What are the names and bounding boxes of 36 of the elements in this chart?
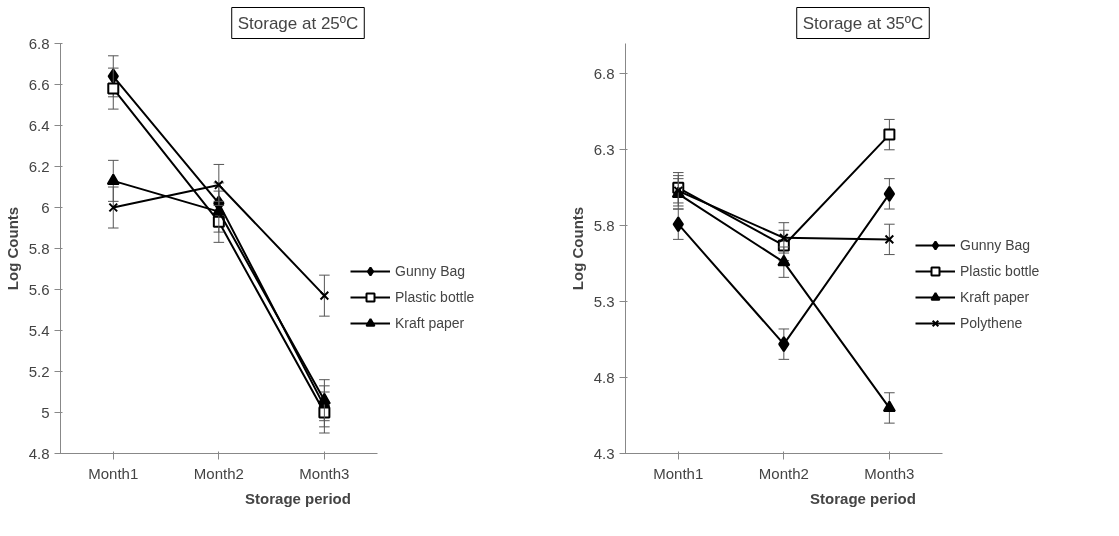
y-tick-label: 4.8 xyxy=(28,444,50,462)
legend-label: Gunny Bag xyxy=(395,263,466,279)
x-tick-label: Month3 xyxy=(864,464,915,482)
x-tick-label: Month2 xyxy=(193,464,244,482)
y-tick-label: 6.2 xyxy=(28,157,50,175)
x-axis-title: Storage period xyxy=(810,489,916,507)
y-tick-label: 6.8 xyxy=(593,64,615,82)
y-tick-label: 5.8 xyxy=(593,216,615,234)
legend-label: Plastic bottle xyxy=(395,289,475,305)
legend-label: Polythene xyxy=(960,315,1023,331)
y-tick-label: 6 xyxy=(41,198,50,216)
chart-title: Storage at 25ºC xyxy=(237,13,359,33)
y-tick-label: 5.3 xyxy=(593,292,615,310)
y-tick-label: 5.4 xyxy=(28,321,50,339)
y-tick-label: 5.8 xyxy=(28,239,50,257)
y-tick-label: 5 xyxy=(41,403,50,421)
x-axis-title: Storage period xyxy=(245,489,351,507)
y-tick-label: 6.8 xyxy=(28,34,50,52)
x-tick-label: Month2 xyxy=(758,464,809,482)
y-tick-label: 4.3 xyxy=(593,444,615,462)
legend-label: Kraft paper xyxy=(960,289,1030,305)
y-axis-title: Log Counts xyxy=(568,206,586,291)
y-tick-label: 6.3 xyxy=(593,140,615,158)
legend-label: Kraft paper xyxy=(395,315,465,331)
y-tick-label: 6.4 xyxy=(28,116,50,134)
x-tick-label: Month1 xyxy=(653,464,704,482)
y-tick-label: 6.6 xyxy=(28,75,50,93)
y-axis-title: Log Counts xyxy=(3,206,21,291)
y-tick-label: 5.6 xyxy=(28,280,50,298)
y-tick-label: 4.8 xyxy=(593,368,615,386)
x-tick-label: Month3 xyxy=(299,464,350,482)
legend-label: Plastic bottle xyxy=(960,263,1040,279)
chart-title: Storage at 35ºC xyxy=(802,13,924,33)
x-tick-label: Month1 xyxy=(88,464,139,482)
y-tick-label: 5.2 xyxy=(28,362,50,380)
legend-label: Gunny Bag xyxy=(960,237,1031,253)
